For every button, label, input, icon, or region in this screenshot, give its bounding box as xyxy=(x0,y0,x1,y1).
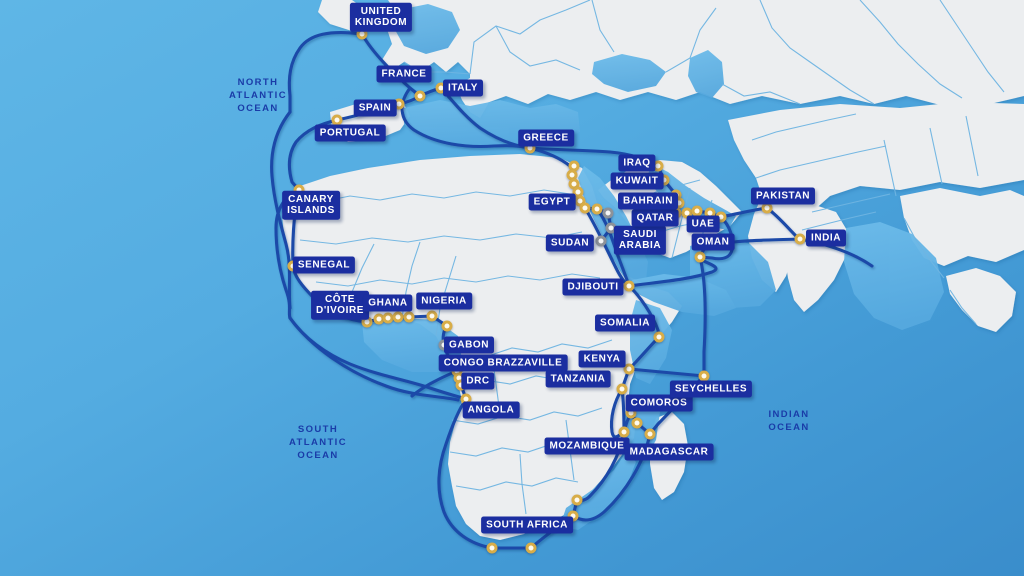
country-label-south-africa[interactable]: SOUTH AFRICA xyxy=(481,516,573,534)
node-nigeria-3[interactable] xyxy=(441,320,453,332)
country-label-spain[interactable]: SPAIN xyxy=(353,99,397,117)
node-sa-1[interactable] xyxy=(486,542,498,554)
sea-bengal xyxy=(844,222,944,330)
cable-portugal-south xyxy=(287,118,339,192)
country-label-congo-brazzaville[interactable]: CONGO BRAZZAVILLE xyxy=(438,354,568,372)
node-sa-2[interactable] xyxy=(525,542,537,554)
country-label-saudi-arabia[interactable]: SAUDI ARABIA xyxy=(613,225,667,255)
country-label-uae[interactable]: UAE xyxy=(686,215,720,233)
node-somalia[interactable] xyxy=(653,331,665,343)
node-madagascar[interactable] xyxy=(644,428,656,440)
country-label-iraq[interactable]: IRAQ xyxy=(618,154,656,172)
country-label-seychelles[interactable]: SEYCHELLES xyxy=(669,380,753,398)
land-asia-south xyxy=(728,102,1024,292)
node-france[interactable] xyxy=(414,90,426,102)
sea-black xyxy=(592,54,666,92)
node-uae-2[interactable] xyxy=(691,205,703,217)
country-label-united-kingdom[interactable]: UNITED KINGDOM xyxy=(349,2,413,32)
country-label-portugal[interactable]: PORTUGAL xyxy=(314,124,386,142)
node-tanzania[interactable] xyxy=(616,383,628,395)
cable-med-south xyxy=(400,86,532,150)
country-label-nigeria[interactable]: NIGERIA xyxy=(416,292,472,310)
country-label-comoros[interactable]: COMOROS xyxy=(625,394,693,412)
country-label-sudan[interactable]: SUDAN xyxy=(545,234,595,252)
node-sa-4[interactable] xyxy=(571,494,583,506)
node-nigeria-1[interactable] xyxy=(403,311,415,323)
country-label-senegal[interactable]: SENEGAL xyxy=(292,256,356,274)
node-nigeria-2[interactable] xyxy=(426,310,438,322)
country-label-djibouti[interactable]: DJIBOUTI xyxy=(562,278,624,296)
country-label-gabon[interactable]: GABON xyxy=(444,336,494,354)
cable-deep-angola xyxy=(288,316,460,402)
country-label-tanzania[interactable]: TANZANIA xyxy=(545,370,611,388)
country-label-france[interactable]: FRANCE xyxy=(376,65,432,83)
node-sudan-3[interactable] xyxy=(595,235,607,247)
cable-seychelles-kenya xyxy=(627,367,706,378)
cable-aden-arabian xyxy=(627,255,718,288)
land-indochina xyxy=(946,268,1016,332)
node-djibouti[interactable] xyxy=(623,280,635,292)
node-egypt-7[interactable] xyxy=(591,203,603,215)
cable-canary-offshore xyxy=(274,188,301,320)
country-label-kenya[interactable]: KENYA xyxy=(578,350,626,368)
node-oman[interactable] xyxy=(694,251,706,263)
node-mozambique[interactable] xyxy=(618,426,630,438)
node-ghana[interactable] xyxy=(382,312,394,324)
node-kenya[interactable] xyxy=(623,363,635,375)
sea-agulhas xyxy=(560,452,636,530)
country-label-drc[interactable]: DRC xyxy=(461,372,495,390)
country-label-bahrain[interactable]: BAHRAIN xyxy=(618,192,678,210)
country-label-angola[interactable]: ANGOLA xyxy=(462,401,520,419)
cable-uk-west xyxy=(287,30,364,114)
node-ghana-2[interactable] xyxy=(392,311,404,323)
node-india[interactable] xyxy=(794,233,806,245)
sea-caspian xyxy=(688,50,724,98)
node-egypt-6[interactable] xyxy=(579,202,591,214)
country-label-madagascar[interactable]: MADAGASCAR xyxy=(624,443,714,461)
node-portugal[interactable] xyxy=(331,114,343,126)
country-label-mozambique[interactable]: MOZAMBIQUE xyxy=(544,437,630,455)
country-label-ghana[interactable]: GHANA xyxy=(363,294,413,312)
sea-aden xyxy=(632,274,736,316)
country-label-cote-divoire[interactable]: CÔTE D'IVOIRE xyxy=(311,290,369,320)
node-sudan-1[interactable] xyxy=(602,207,614,219)
country-label-somalia[interactable]: SOMALIA xyxy=(595,314,655,332)
country-label-india[interactable]: INDIA xyxy=(806,229,846,247)
land-se-asia xyxy=(900,188,1024,266)
node-comoros-2[interactable] xyxy=(631,417,643,429)
country-label-pakistan[interactable]: PAKISTAN xyxy=(750,187,816,205)
country-label-egypt[interactable]: EGYPT xyxy=(528,193,576,211)
country-label-greece[interactable]: GREECE xyxy=(518,129,574,147)
cable-arabian-seychelles xyxy=(698,255,707,378)
country-label-oman[interactable]: OMAN xyxy=(691,233,735,251)
country-label-qatar[interactable]: QATAR xyxy=(631,209,679,227)
country-label-kuwait[interactable]: KUWAIT xyxy=(610,172,664,190)
node-seychelles[interactable] xyxy=(698,370,710,382)
country-label-canary-islands[interactable]: CANARY ISLANDS xyxy=(282,190,340,220)
country-label-italy[interactable]: ITALY xyxy=(443,79,483,97)
node-sa-3[interactable] xyxy=(567,510,579,522)
cable-sa-west xyxy=(437,397,494,550)
